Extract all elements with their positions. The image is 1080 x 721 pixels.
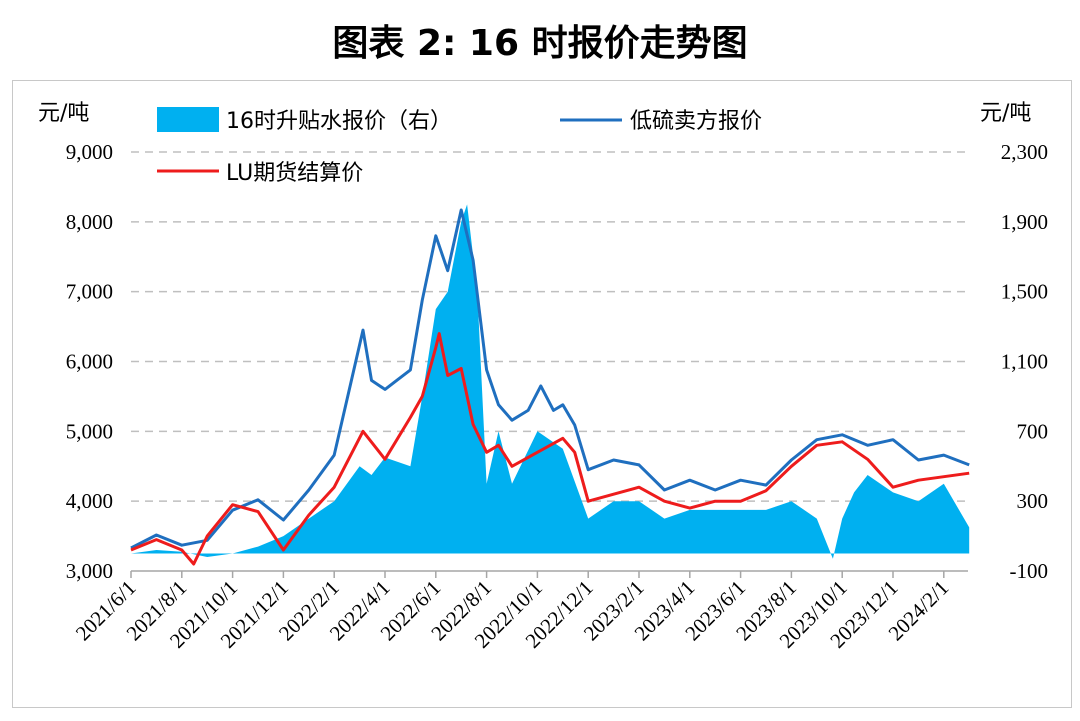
right-tick-label: 2,300 — [1001, 140, 1048, 164]
left-tick-label: 8,000 — [66, 210, 113, 234]
right-tick-label: 1,100 — [1001, 350, 1048, 374]
series-line — [130, 208, 970, 550]
left-axis-unit: 元/吨 — [38, 101, 89, 126]
legend-swatch-area — [157, 107, 219, 132]
right-axis-unit: 元/吨 — [980, 101, 1031, 126]
left-tick-label: 6,000 — [66, 350, 113, 374]
right-tick-label: -100 — [1010, 559, 1049, 583]
legend-label: LU期货结算价 — [226, 161, 363, 186]
chart-frame — [12, 80, 1072, 708]
legend-label: 低硫卖方报价 — [630, 109, 762, 134]
chart-title: 图表 2: 16 时报价走势图 — [332, 23, 748, 64]
right-tick-label: 700 — [1017, 419, 1049, 443]
series-area — [131, 204, 970, 559]
left-tick-label: 3,000 — [66, 559, 113, 583]
series-line — [130, 332, 970, 566]
left-tick-label: 9,000 — [66, 140, 113, 164]
left-tick-label: 7,000 — [66, 280, 113, 304]
right-tick-label: 1,500 — [1001, 280, 1048, 304]
legend-label: 16时升贴水报价（右） — [226, 109, 452, 134]
left-tick-label: 5,000 — [66, 419, 113, 443]
right-tick-label: 300 — [1017, 489, 1049, 513]
left-tick-label: 4,000 — [66, 489, 113, 513]
right-tick-label: 1,900 — [1001, 210, 1048, 234]
